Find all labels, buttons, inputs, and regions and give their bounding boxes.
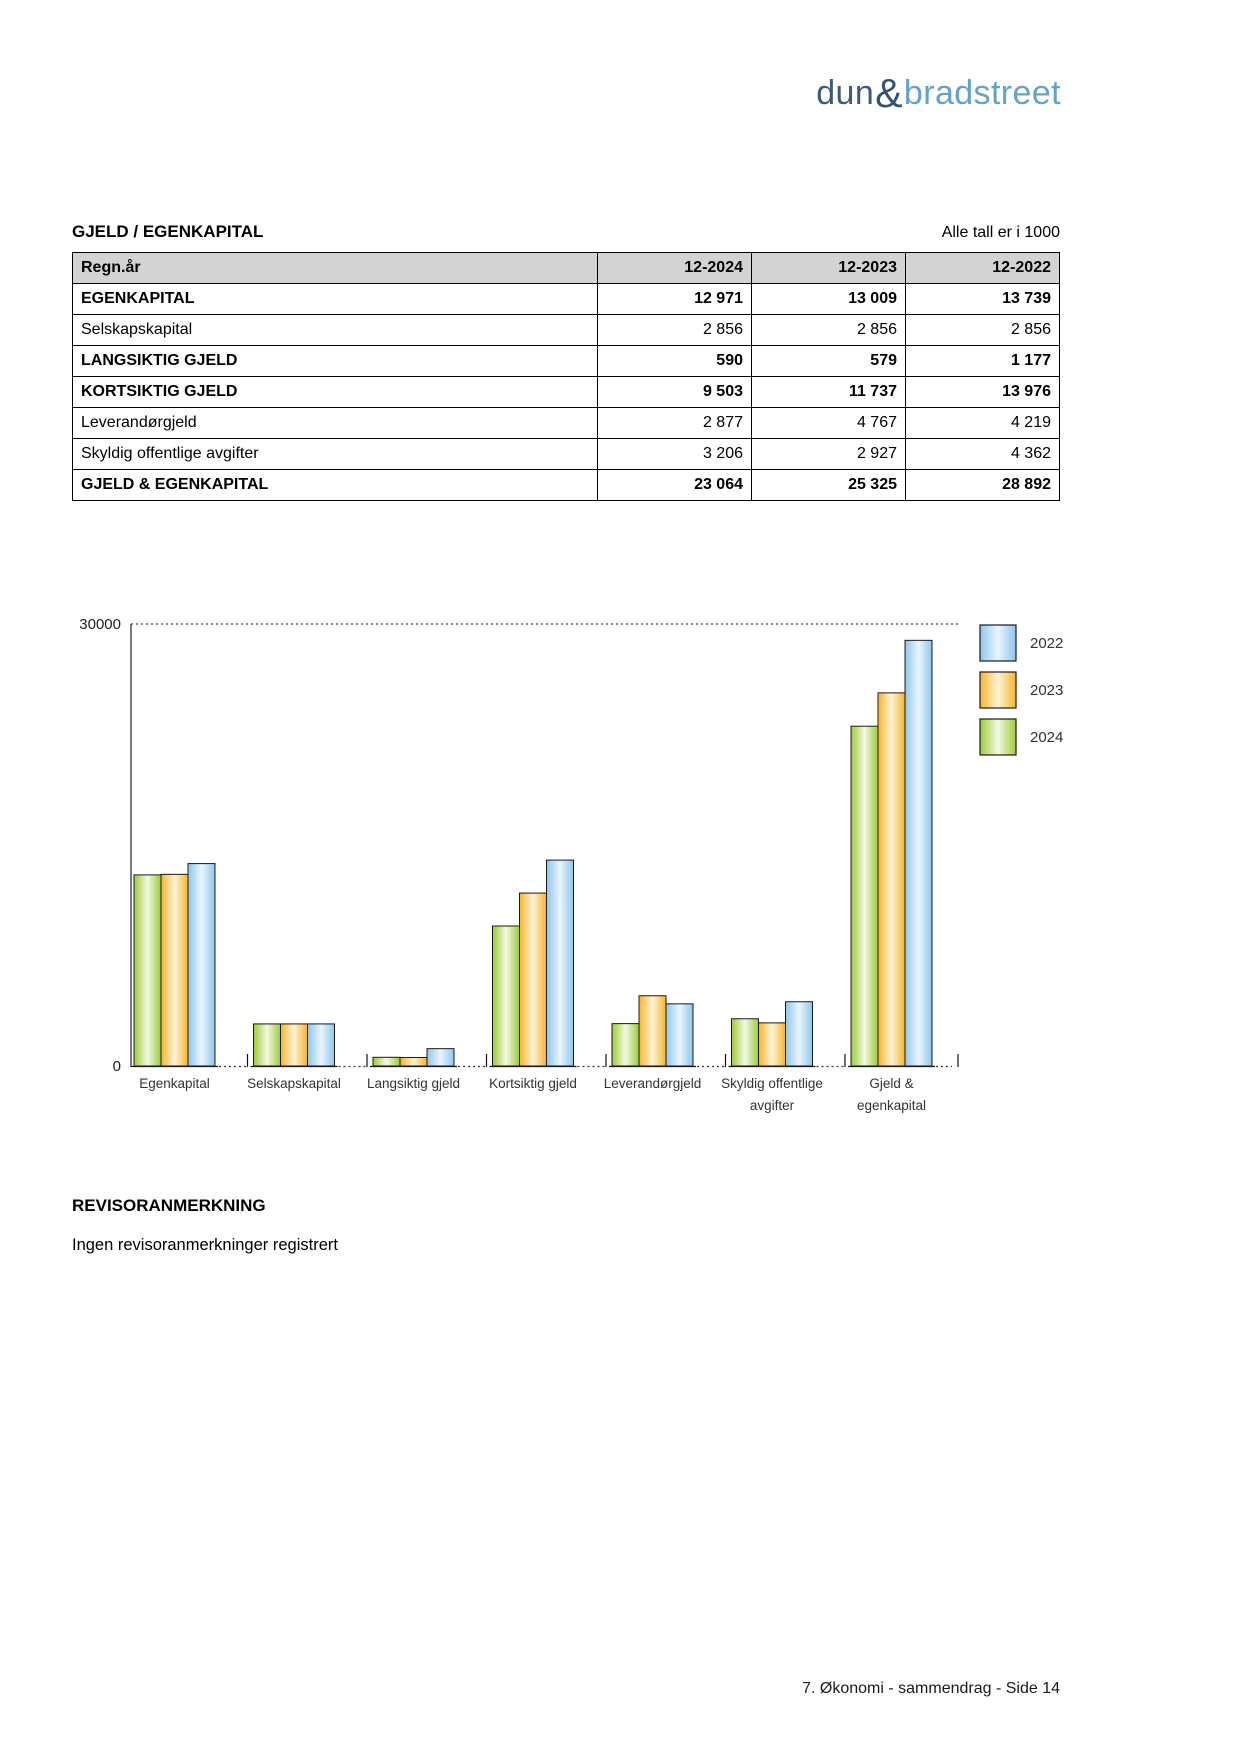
table-row: Selskapskapital 2 856 2 856 2 856 [72, 314, 1060, 346]
cell-value: 590 [597, 345, 752, 377]
dun-bradstreet-logo: dun&bradstreet [816, 70, 1061, 117]
category-label: Skyldig offentlige [721, 1076, 823, 1091]
legend-label-2023: 2023 [1030, 682, 1063, 699]
auditor-remark-body: Ingen revisoranmerkninger registrert [72, 1236, 338, 1254]
bar-2024 [133, 874, 162, 1067]
cell-value: 23 064 [597, 469, 752, 501]
row-label: Skyldig offentlige avgifter [72, 438, 598, 470]
table-row: GJELD & EGENKAPITAL 23 064 25 325 28 892 [72, 469, 1060, 501]
row-label: Leverandørgjeld [72, 407, 598, 439]
bar-chart-container: 30000 0 Egenkapital Selskapskapital Langsikt… [0, 545, 1241, 1145]
col-header-regnar: Regn.år [72, 252, 598, 284]
auditor-remark-section: REVISORANMERKNING Ingen revisoranmerknin… [72, 1196, 338, 1255]
bar-2022 [665, 1003, 694, 1067]
bar-2024 [253, 1023, 281, 1067]
category-label: Egenkapital [139, 1076, 210, 1091]
row-label: LANGSIKTIG GJELD [72, 345, 598, 377]
bar-2023 [399, 1056, 428, 1067]
cell-value: 11 737 [751, 376, 906, 408]
bar-2024 [372, 1056, 401, 1067]
bar-2022 [546, 859, 574, 1067]
bar-2022 [904, 639, 933, 1067]
col-header-12-2022: 12-2022 [905, 252, 1060, 284]
bar-2023 [758, 1022, 786, 1067]
cell-value: 4 767 [751, 407, 906, 439]
bar-2024 [492, 925, 520, 1067]
cell-value: 4 219 [905, 407, 1060, 439]
bar-2023 [160, 873, 189, 1067]
bar-2022 [426, 1048, 455, 1067]
cell-value: 2 927 [751, 438, 906, 470]
bar-2022 [187, 863, 216, 1067]
bar-2023 [638, 995, 667, 1067]
legend-swatch-2024 [979, 718, 1017, 756]
category-label: Gjeld & [869, 1076, 913, 1091]
cell-value: 2 877 [597, 407, 752, 439]
bar-2024 [611, 1023, 640, 1067]
bar-2022 [785, 1001, 813, 1067]
cell-value: 2 856 [597, 314, 752, 346]
table-row: Leverandørgjeld 2 877 4 767 4 219 [72, 407, 1060, 439]
cell-value: 13 976 [905, 376, 1060, 408]
ampersand-icon: & [875, 70, 903, 116]
legend-label-2022: 2022 [1030, 635, 1063, 652]
logo-dun-text: dun [816, 74, 875, 112]
legend-swatch-2023 [979, 671, 1017, 709]
cell-value: 2 856 [905, 314, 1060, 346]
category-label: Langsiktig gjeld [367, 1076, 460, 1091]
bar-2024 [731, 1018, 759, 1067]
legend-swatch-2022 [979, 624, 1017, 662]
cell-value: 13 739 [905, 283, 1060, 315]
row-label: GJELD & EGENKAPITAL [72, 469, 598, 501]
row-label: EGENKAPITAL [72, 283, 598, 315]
liabilities-equity-table: Regn.år 12-2024 12-2023 12-2022 EGENKAPI… [72, 252, 1060, 501]
category-label: egenkapital [857, 1098, 926, 1113]
cell-value: 3 206 [597, 438, 752, 470]
cell-value: 579 [751, 345, 906, 377]
cell-value: 12 971 [597, 283, 752, 315]
category-label: Selskapskapital [247, 1076, 341, 1091]
cell-value: 28 892 [905, 469, 1060, 501]
bar-chart: 30000 0 Egenkapital Selskapskapital Langsikt… [79, 616, 1063, 1113]
table-row: KORTSIKTIG GJELD 9 503 11 737 13 976 [72, 376, 1060, 408]
bar-2023 [280, 1023, 308, 1067]
row-label: KORTSIKTIG GJELD [72, 376, 598, 408]
cell-value: 13 009 [751, 283, 906, 315]
units-note: Alle tall er i 1000 [941, 224, 1060, 241]
cell-value: 9 503 [597, 376, 752, 408]
table-row: Skyldig offentlige avgifter 3 206 2 927 … [72, 438, 1060, 470]
bar-2022 [307, 1023, 335, 1067]
category-label: Leverandørgjeld [604, 1076, 702, 1091]
y-tick-label-zero: 0 [113, 1058, 121, 1075]
cell-value: 4 362 [905, 438, 1060, 470]
legend-label-2024: 2024 [1030, 729, 1063, 746]
cell-value: 1 177 [905, 345, 1060, 377]
page-footer: 7. Økonomi - sammendrag - Side 14 [802, 1680, 1060, 1697]
col-header-12-2023: 12-2023 [751, 252, 906, 284]
row-label: Selskapskapital [72, 314, 598, 346]
bar-2023 [519, 892, 547, 1067]
table-row: LANGSIKTIG GJELD 590 579 1 177 [72, 345, 1060, 377]
category-label: Kortsiktig gjeld [489, 1076, 577, 1091]
section-title: GJELD / EGENKAPITAL [72, 222, 264, 241]
cell-value: 2 856 [751, 314, 906, 346]
col-header-12-2024: 12-2024 [597, 252, 752, 284]
bar-2024 [850, 725, 879, 1067]
auditor-remark-heading: REVISORANMERKNING [72, 1196, 266, 1215]
table-header-row: Regn.år 12-2024 12-2023 12-2022 [72, 252, 1060, 284]
category-label: avgifter [750, 1098, 795, 1113]
section-header: GJELD / EGENKAPITAL Alle tall er i 1000 [72, 222, 1060, 242]
table-row: EGENKAPITAL 12 971 13 009 13 739 [72, 283, 1060, 315]
logo-bradstreet-text: bradstreet [903, 74, 1061, 112]
y-tick-label-max: 30000 [79, 616, 121, 633]
cell-value: 25 325 [751, 469, 906, 501]
bar-2023 [877, 692, 906, 1067]
